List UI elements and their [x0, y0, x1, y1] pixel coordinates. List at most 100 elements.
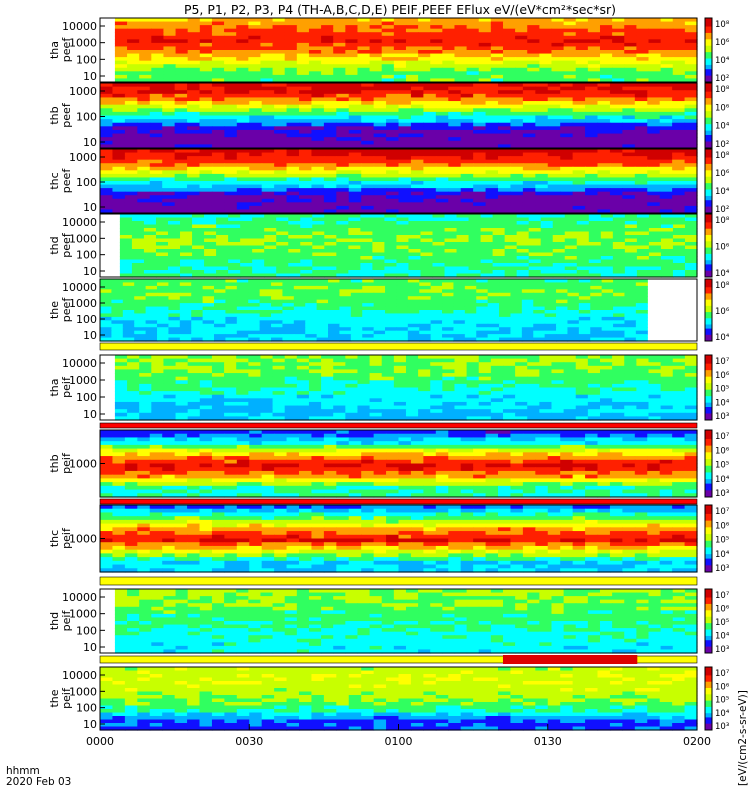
spectrogram-cell [609, 181, 623, 186]
spectrogram-cell [211, 57, 225, 62]
spectrogram-cell [373, 181, 387, 186]
spectrogram-cell [600, 228, 614, 233]
spectrogram-cell [100, 140, 114, 145]
spectrogram-cell [448, 133, 462, 138]
spectrogram-cell [308, 32, 322, 37]
spectrogram-cell [348, 259, 361, 264]
spectrogram-cell [224, 184, 238, 189]
spectrogram-cell [224, 108, 238, 113]
spectrogram-cell [522, 144, 536, 149]
spectrogram-cell [659, 177, 673, 182]
colorbar-step [705, 41, 712, 45]
spectrogram-cell [369, 46, 383, 51]
spectrogram-cell [323, 144, 337, 149]
spectrogram-cell [408, 270, 422, 275]
spectrogram-cell [547, 129, 561, 135]
colorbar-step [705, 47, 712, 51]
spectrogram-cell [259, 303, 272, 308]
spectrogram-cell [224, 149, 238, 154]
spectrogram-cell [476, 310, 489, 315]
spectrogram-cell [361, 122, 375, 127]
spectrogram-cell [527, 376, 540, 381]
spectrogram-cell [274, 188, 288, 193]
spectrogram-cell [119, 217, 133, 222]
spectrogram-cell [236, 362, 249, 367]
spectrogram-cell [498, 170, 512, 175]
spectrogram-cell [398, 133, 412, 138]
spectrogram-cell [143, 263, 157, 268]
spectrogram-cell [112, 90, 126, 95]
spectrogram-cell [419, 296, 432, 301]
spectrogram-cell [122, 306, 135, 311]
spectrogram-cell [296, 71, 310, 76]
spectrogram-cell [407, 279, 420, 284]
spectrogram-cell [527, 25, 540, 30]
spectrogram-cell [660, 383, 674, 389]
spectrogram-cell [485, 115, 499, 120]
spectrogram-cell [381, 358, 395, 363]
spectrogram-cell [647, 140, 661, 145]
spectrogram-cell [597, 115, 611, 120]
spectrogram-cell [564, 252, 578, 257]
spectrogram-cell [393, 64, 407, 69]
spectrogram-cell [572, 166, 586, 171]
spectrogram-cell [393, 74, 407, 80]
spectrogram-cell [114, 57, 128, 62]
spectrogram-cell [672, 376, 686, 381]
spectrogram-cell [249, 93, 263, 99]
spectrogram-cell [348, 163, 362, 168]
spectrogram-cell [168, 327, 181, 332]
spectrogram-cell [272, 71, 286, 76]
spectrogram-cell [473, 140, 487, 145]
spectrogram-cell [157, 289, 170, 294]
spectrogram-cell [333, 365, 346, 371]
spectrogram-cell [311, 97, 325, 102]
spectrogram-cell [174, 108, 188, 113]
spectrogram-cell [225, 296, 238, 301]
spectrogram-cell [274, 90, 288, 95]
spectrogram-cell [590, 303, 603, 308]
spectrogram-cell [373, 209, 387, 214]
spectrogram-cell [535, 119, 549, 124]
spectrogram-cell [672, 111, 686, 117]
spectrogram-cell [659, 202, 673, 207]
spectrogram-cell [386, 166, 400, 171]
spectrogram-cell [168, 282, 181, 287]
spectrogram-cell [271, 279, 284, 284]
spectrogram-cell [563, 18, 577, 23]
spectrogram-cell [168, 330, 181, 335]
spectrogram-cell [199, 42, 213, 48]
spectrogram-cell [284, 380, 298, 385]
spectrogram-cell [386, 152, 400, 157]
spectrogram-cell [672, 202, 686, 207]
spectrogram-cell [224, 181, 238, 186]
spectrogram-cell [578, 313, 591, 318]
spectrogram-cell [444, 259, 458, 264]
spectrogram-cell [448, 111, 462, 117]
spectrogram-cell [274, 152, 288, 157]
spectrogram-cell [535, 152, 549, 157]
spectrogram-cell [468, 245, 482, 250]
spectrogram-cell [316, 285, 329, 290]
spectrogram-cell [572, 177, 586, 182]
spectrogram-cell [408, 221, 422, 226]
spectrogram-cell [236, 376, 249, 381]
spectrogram-cell [547, 205, 561, 211]
spectrogram-cell [516, 235, 530, 240]
spectrogram-cell [236, 149, 250, 154]
spectrogram-cell [575, 78, 589, 83]
spectrogram-cell [552, 249, 566, 254]
spectrogram-cell [174, 152, 188, 157]
spectrogram-cell [585, 137, 599, 142]
spectrogram-cell [179, 282, 192, 287]
spectrogram-cell [282, 327, 295, 332]
spectrogram-cell [151, 365, 165, 371]
spectrogram-cell [476, 306, 489, 311]
spectrogram-cell [560, 86, 574, 91]
spectrogram-cell [236, 369, 249, 374]
spectrogram-cell [567, 323, 580, 328]
spectrogram-cell [385, 303, 398, 308]
spectrogram-cell [122, 303, 135, 308]
spectrogram-cell [647, 170, 661, 175]
spectrogram-cell [211, 362, 225, 367]
